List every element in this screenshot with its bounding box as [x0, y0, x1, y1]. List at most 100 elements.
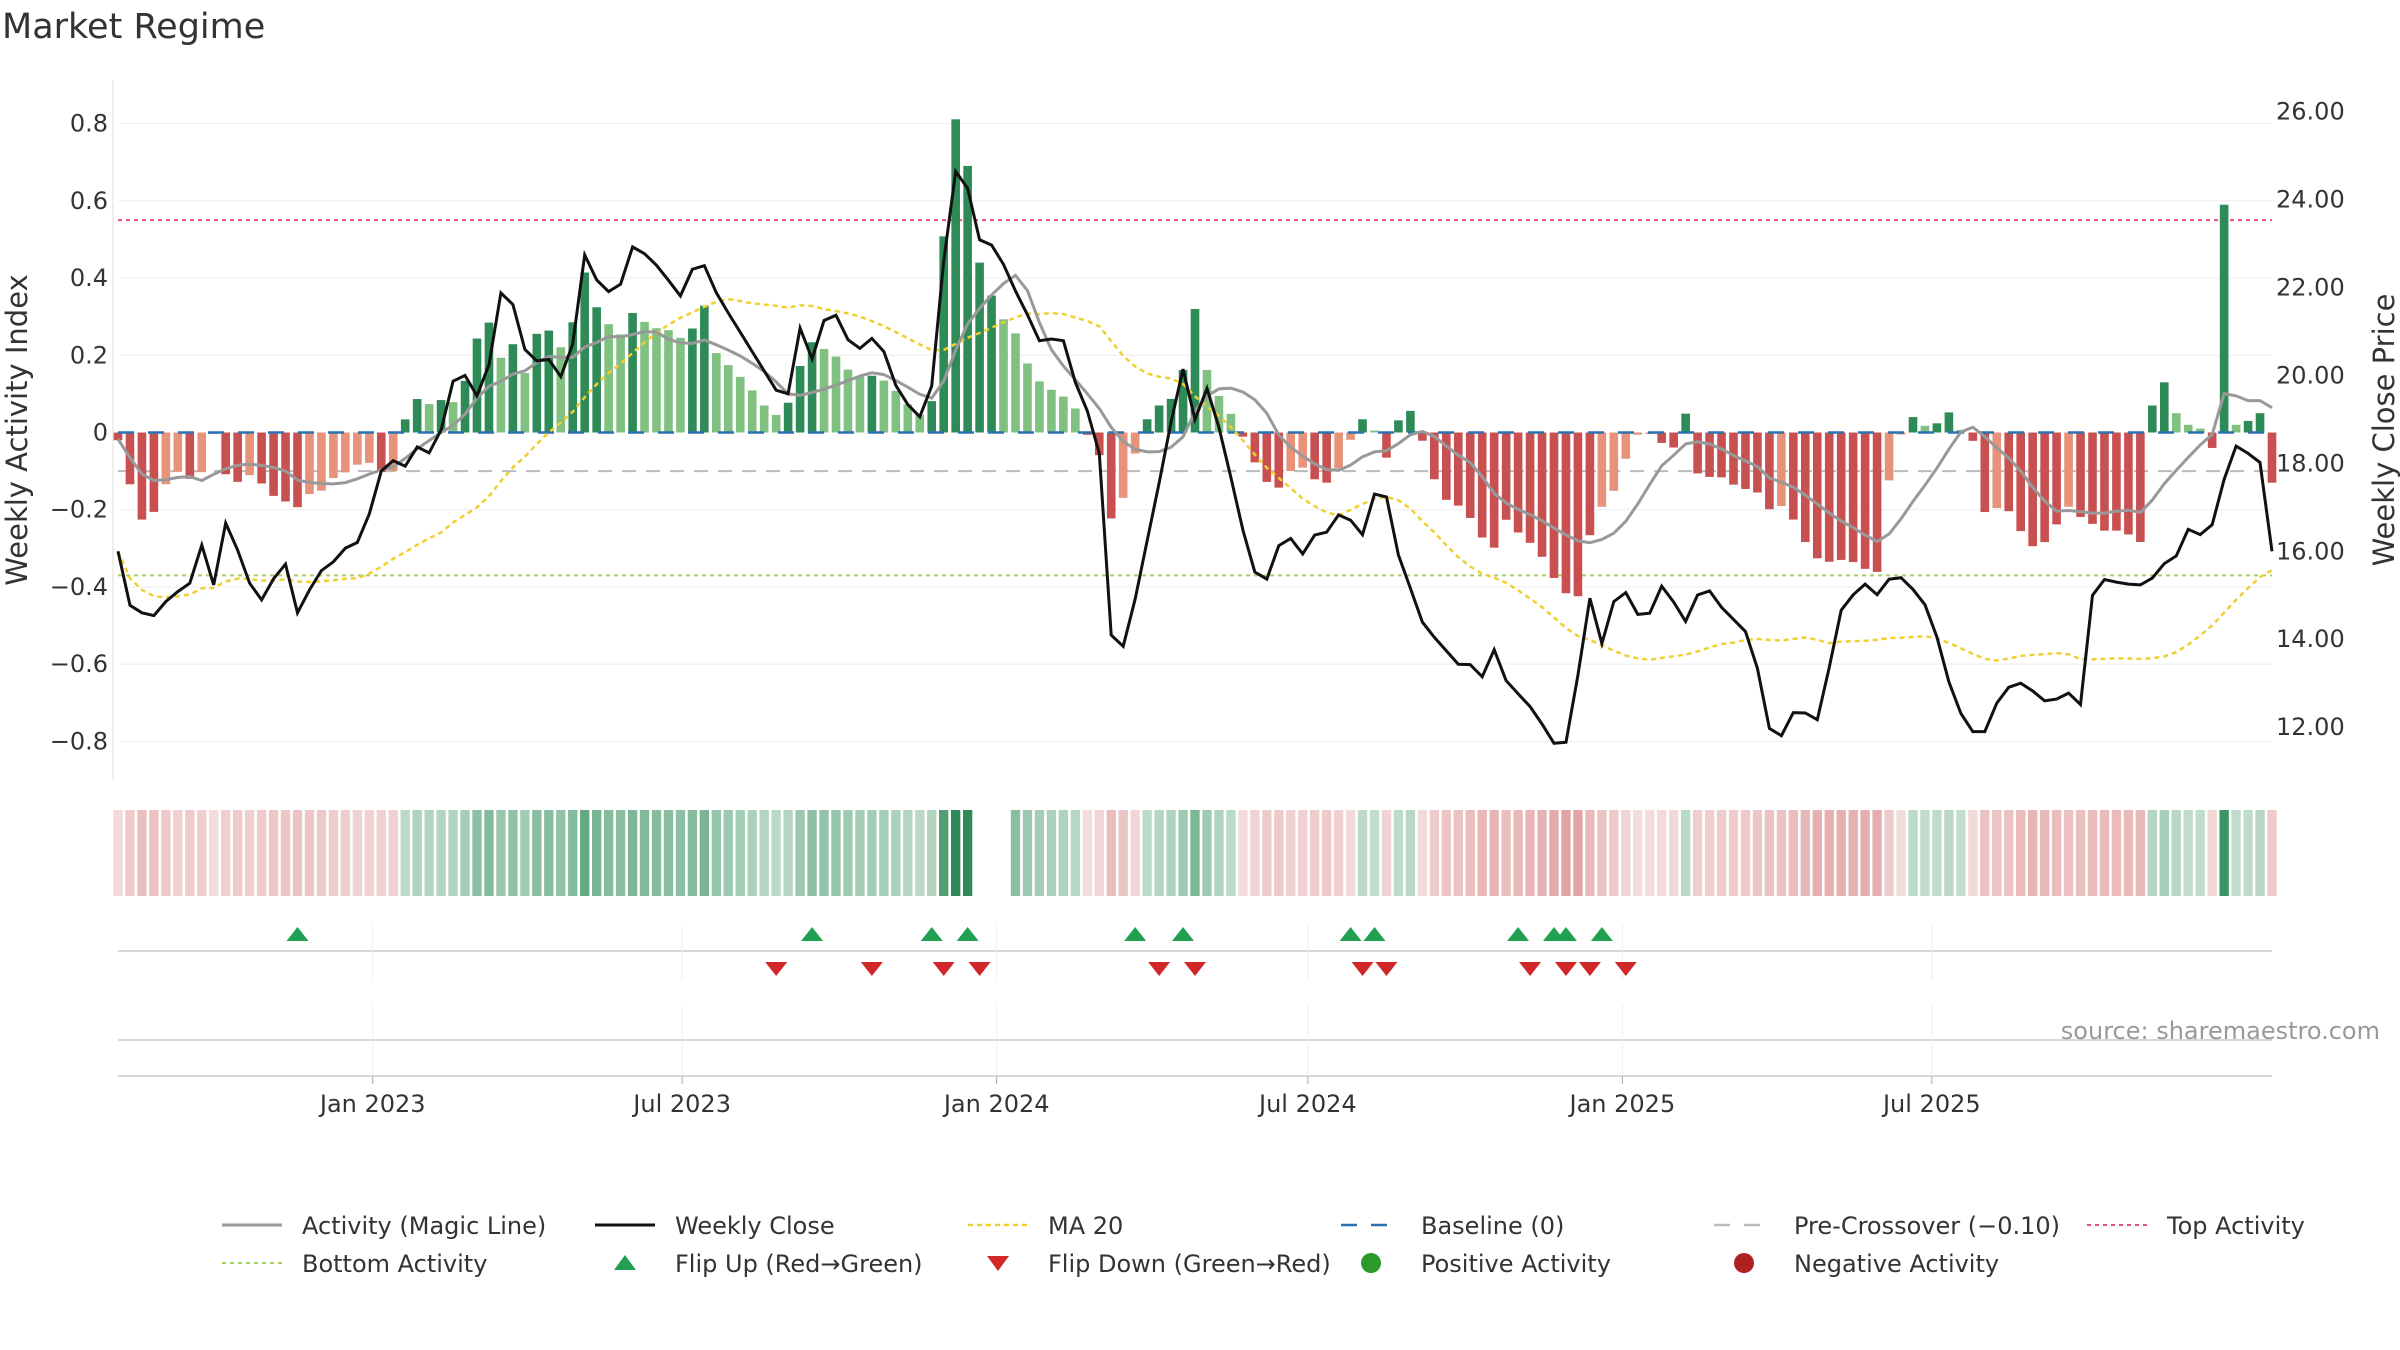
- activity-bar-147: [1872, 432, 1882, 572]
- regime-cell-63: [867, 810, 877, 896]
- regime-cell-35: [532, 810, 542, 896]
- activity-bar-74: [999, 319, 1008, 433]
- flip-up-marker-1: [801, 927, 824, 941]
- regime-cell-40: [591, 810, 602, 896]
- regime-cell-133: [1704, 810, 1715, 896]
- regime-cell-134: [1716, 810, 1727, 896]
- activity-bar-5: [173, 432, 183, 472]
- flip-down-marker-8: [1519, 962, 1542, 976]
- regime-cell-138: [1764, 810, 1775, 896]
- x-axis: Jan 2023 Jul 2023 Jan 2024 Jul 2024 Jan 2025…: [318, 1076, 1981, 1118]
- activity-bar-156: [1980, 432, 1990, 513]
- left-tick-label-7: 0.6: [70, 187, 108, 215]
- regime-cell-171: [2159, 810, 2169, 896]
- regime-cell-96: [1262, 810, 1272, 896]
- regime-cell-79: [1058, 810, 1069, 896]
- regime-cell-111: [1441, 810, 1451, 896]
- activity-bar-23: [388, 432, 398, 472]
- left-tick-label-3: −0.2: [50, 496, 108, 524]
- regime-cell-165: [2087, 810, 2098, 896]
- activity-bar-146: [1860, 432, 1870, 569]
- activity-bar-24: [400, 419, 410, 433]
- activity-bar-112: [1453, 432, 1463, 506]
- activity-bar-55: [771, 414, 781, 433]
- activity-bar-31: [484, 322, 494, 433]
- legend-swatch-neg: [1734, 1253, 1754, 1273]
- regime-cell-3: [149, 810, 159, 896]
- regime-cell-116: [1501, 810, 1511, 896]
- right-tick-label-2: 16.00: [2276, 537, 2345, 565]
- activity-bar-111: [1441, 432, 1451, 500]
- left-tick-label-5: 0.2: [70, 341, 108, 369]
- regime-cell-177: [2231, 810, 2241, 896]
- activity-bar-103: [1346, 432, 1355, 440]
- activity-bar-100: [1310, 432, 1319, 480]
- regime-cell-41: [603, 810, 614, 896]
- regime-cell-10: [232, 810, 243, 896]
- activity-bar-106: [1382, 432, 1391, 458]
- legend-item-baseline: Baseline (0): [1341, 1212, 1564, 1240]
- regime-cell-13: [268, 810, 279, 896]
- x-tick-label-4: Jan 2025: [1568, 1090, 1676, 1118]
- activity-bar-19: [341, 432, 350, 473]
- legend-item-pre: Pre-Crossover (−0.10): [1714, 1212, 2060, 1240]
- regime-cell-65: [891, 810, 901, 896]
- regime-cell-151: [1920, 810, 1930, 896]
- regime-cell-175: [2207, 810, 2217, 896]
- regime-cell-135: [1728, 810, 1739, 896]
- activity-bar-3: [149, 432, 159, 512]
- left-tick-label-0: −0.8: [50, 727, 108, 755]
- activity-bar-47: [676, 337, 685, 433]
- activity-bar-25: [412, 399, 422, 433]
- regime-cell-110: [1429, 810, 1440, 896]
- activity-bar-113: [1465, 432, 1475, 518]
- regime-cell-26: [424, 810, 434, 896]
- activity-bar-87: [1154, 405, 1164, 433]
- activity-bar-54: [759, 405, 769, 433]
- regime-cell-166: [2099, 810, 2110, 896]
- activity-bar-166: [2100, 432, 2109, 531]
- activity-bar-21: [364, 432, 374, 463]
- x-tick-label-3: Jul 2024: [1257, 1090, 1357, 1118]
- regime-cell-36: [544, 810, 554, 896]
- activity-bar-116: [1501, 432, 1511, 520]
- regime-cell-86: [1142, 810, 1152, 896]
- regime-cell-172: [2171, 810, 2181, 896]
- regime-cell-163: [2063, 810, 2074, 896]
- activity-bar-96: [1262, 432, 1272, 482]
- regime-cell-66: [903, 810, 913, 896]
- activity-bar-49: [700, 305, 709, 433]
- activity-bar-69: [939, 236, 949, 433]
- activity-bar-73: [987, 295, 996, 433]
- activity-bar-122: [1573, 432, 1583, 597]
- activity-bar-134: [1717, 432, 1726, 478]
- regime-cell-29: [460, 810, 470, 896]
- flip-down-marker-3: [968, 962, 991, 976]
- activity-bar-39: [580, 272, 590, 433]
- weekly-close-line: [116, 167, 2274, 745]
- flip-up-marker-3: [956, 927, 979, 941]
- regime-cell-67: [915, 810, 925, 896]
- series-lines: [116, 167, 2274, 745]
- regime-cell-89: [1178, 810, 1188, 896]
- regime-cell-60: [831, 810, 841, 896]
- regime-cell-69: [939, 810, 949, 896]
- activity-bar-164: [2076, 432, 2085, 517]
- activity-bar-41: [604, 324, 613, 433]
- regime-cell-176: [2219, 810, 2229, 896]
- right-tick-label-1: 14.00: [2276, 625, 2345, 653]
- activity-bar-85: [1130, 432, 1140, 454]
- regime-cell-44: [639, 810, 650, 896]
- regime-cell-23: [388, 810, 398, 896]
- regime-cell-24: [400, 810, 410, 896]
- regime-cell-27: [436, 810, 446, 896]
- regime-cell-155: [1968, 810, 1978, 896]
- activity-bar-56: [783, 402, 793, 433]
- activity-bar-104: [1358, 419, 1367, 433]
- regime-cell-126: [1621, 810, 1631, 896]
- regime-cell-25: [412, 810, 422, 896]
- regime-cell-22: [376, 810, 386, 896]
- regime-cell-128: [1645, 810, 1655, 896]
- activity-bar-45: [652, 328, 661, 433]
- legend-item-pos: Positive Activity: [1361, 1250, 1611, 1278]
